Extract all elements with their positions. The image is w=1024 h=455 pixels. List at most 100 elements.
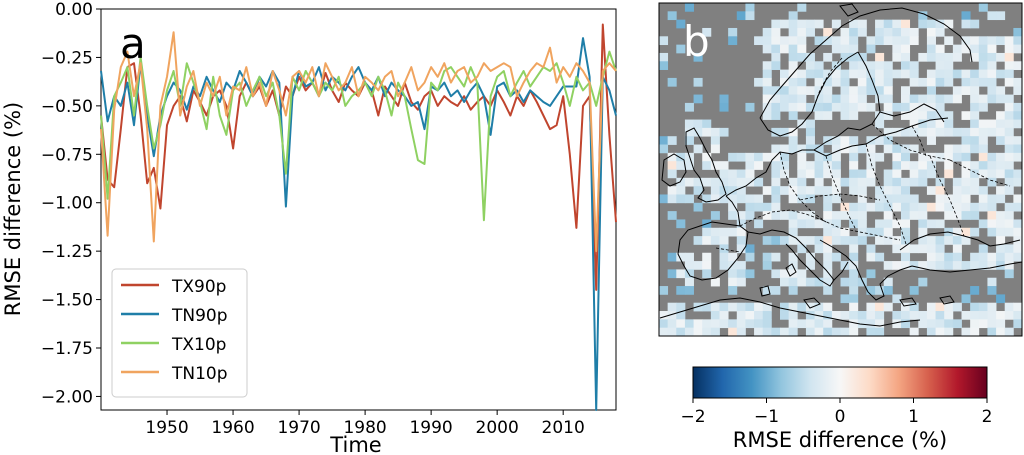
map-cell <box>823 36 833 46</box>
map-cell <box>823 286 833 295</box>
map-cell <box>996 211 1006 220</box>
map-cell <box>788 194 798 204</box>
map-cell <box>944 161 954 170</box>
series-line-tx10p <box>100 50 617 222</box>
map-cell <box>883 136 893 145</box>
map-cell <box>797 44 807 54</box>
map-country-borders <box>715 57 1011 253</box>
map-cell <box>1013 194 1022 204</box>
map-cell <box>805 27 815 37</box>
map-cell <box>797 3 807 12</box>
map-cell <box>684 277 694 287</box>
map-cell <box>909 327 919 336</box>
map-cell <box>901 144 911 154</box>
map-cell <box>892 102 902 112</box>
map-cell <box>805 236 815 245</box>
map-cell <box>805 86 815 95</box>
map-cell <box>710 327 720 336</box>
map-cell <box>736 169 746 179</box>
map-cell <box>831 219 841 229</box>
map-cell <box>702 152 712 162</box>
map-cell <box>831 252 841 262</box>
map-cell <box>918 19 928 29</box>
map-cell <box>926 94 936 104</box>
map-cell <box>823 261 833 270</box>
map-cell <box>814 186 824 195</box>
map-cell <box>944 194 954 204</box>
map-cell <box>780 19 790 29</box>
panel-a-x-ticks: 1950 1960 1970 1980 1990 2000 2010 <box>145 410 585 438</box>
map-cell <box>935 186 945 195</box>
map-cell <box>745 194 755 204</box>
map-cell <box>926 127 936 137</box>
map-cell <box>918 177 928 187</box>
map-cell <box>702 177 712 187</box>
map-cell <box>883 211 893 220</box>
map-cell <box>926 186 936 195</box>
map-cell <box>935 27 945 37</box>
map-cell <box>780 311 790 320</box>
map-cell <box>736 219 746 229</box>
map-cell <box>875 86 885 95</box>
map-cell <box>857 169 867 179</box>
map-cell <box>996 252 1006 262</box>
map-cell <box>996 161 1006 170</box>
y-tick-label: 0.00 <box>55 0 93 20</box>
map-cell <box>901 161 911 170</box>
panel-b-letter: b <box>683 17 710 66</box>
map-cell <box>797 169 807 179</box>
map-cell <box>771 152 781 162</box>
map-cell <box>909 102 919 112</box>
map-cell <box>978 252 988 262</box>
map-cell <box>901 61 911 70</box>
map-cell <box>754 152 764 162</box>
map-cell <box>944 77 954 87</box>
map-cell <box>780 277 790 287</box>
map-cell <box>875 319 885 329</box>
map-cell <box>849 186 859 195</box>
map-cell <box>728 261 738 270</box>
map-cell <box>788 327 798 336</box>
colorbar-tick-label: 2 <box>982 407 993 427</box>
map-cell <box>987 327 997 336</box>
map-cell <box>909 94 919 104</box>
map-cell <box>814 302 824 312</box>
map-cell <box>935 219 945 229</box>
map-cell <box>814 161 824 170</box>
map-cell <box>944 144 954 154</box>
map-cell <box>961 111 971 120</box>
map-cell <box>788 11 798 21</box>
map-cell <box>944 111 954 120</box>
map-cell <box>797 186 807 195</box>
map-cell <box>935 19 945 29</box>
map-cell <box>892 261 902 270</box>
map-cell <box>987 194 997 204</box>
map-cell <box>926 219 936 229</box>
map-cell <box>849 161 859 170</box>
y-tick-label: −0.50 <box>41 97 93 117</box>
map-cell <box>909 311 919 320</box>
map-cell <box>797 27 807 37</box>
map-cell <box>702 227 712 237</box>
legend-label-tx10p: TX10p <box>171 335 226 355</box>
map-cell <box>814 61 824 70</box>
map-cell <box>710 136 720 145</box>
map-cell <box>909 144 919 154</box>
map-cell <box>728 152 738 162</box>
map-cell <box>754 77 764 87</box>
map-cell <box>987 36 997 46</box>
map-cell <box>866 244 876 254</box>
map-cell <box>788 61 798 70</box>
map-cell <box>857 319 867 329</box>
map-cell <box>849 36 859 46</box>
map-cell <box>944 19 954 29</box>
map-cell <box>684 269 694 279</box>
map-cell <box>926 27 936 37</box>
map-cell <box>667 269 677 279</box>
map-cell <box>728 269 738 279</box>
map-cell <box>970 177 980 187</box>
map-cell <box>857 177 867 187</box>
map-cell <box>788 27 798 37</box>
y-tick-label: −1.25 <box>41 242 93 262</box>
map-cell <box>1013 61 1022 70</box>
